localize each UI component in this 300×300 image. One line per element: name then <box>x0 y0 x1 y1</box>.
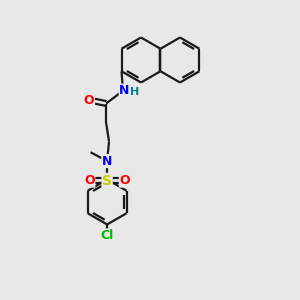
Text: Cl: Cl <box>100 229 114 242</box>
Text: H: H <box>130 87 139 97</box>
Text: N: N <box>102 154 112 167</box>
Text: O: O <box>119 174 130 187</box>
Text: N: N <box>119 84 130 97</box>
Text: S: S <box>102 173 112 188</box>
Text: O: O <box>84 94 94 107</box>
Text: O: O <box>84 174 95 187</box>
